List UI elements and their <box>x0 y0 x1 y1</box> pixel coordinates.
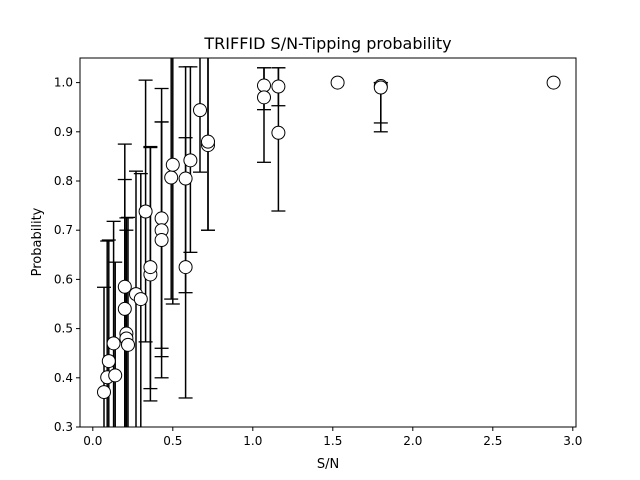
data-point <box>101 354 116 369</box>
x-tick-label: 0.5 <box>163 434 182 448</box>
y-tick-label: 0.6 <box>54 272 73 286</box>
plot-frame <box>79 57 577 428</box>
y-tick-label: 0.5 <box>54 322 73 336</box>
x-tick-label: 2.0 <box>403 434 422 448</box>
x-tick-label: 1.0 <box>243 434 262 448</box>
chart-title: TRIFFID S/N-Tipping probability <box>203 34 451 53</box>
data-point <box>271 125 286 140</box>
data-point <box>106 336 121 351</box>
data-point <box>117 279 132 294</box>
data-point <box>97 385 111 400</box>
y-tick-label: 0.3 <box>54 420 73 434</box>
data-point <box>117 301 132 316</box>
x-axis-ticks: 0.0 0.5 1.0 1.5 2.0 2.5 3.0 <box>83 427 582 448</box>
data-point <box>373 80 388 95</box>
y-tick-label: 0.8 <box>54 174 73 188</box>
data-point <box>183 153 198 168</box>
data-points <box>97 75 561 400</box>
data-point <box>193 103 207 118</box>
y-tick-label: 0.9 <box>54 125 73 139</box>
data-point <box>257 90 271 105</box>
y-axis-ticks: 0.3 0.4 0.5 0.6 0.7 0.8 0.9 1.0 <box>54 76 80 434</box>
x-tick-label: 0.0 <box>83 434 102 448</box>
data-point <box>164 170 179 185</box>
y-tick-label: 0.4 <box>54 371 73 385</box>
data-point <box>154 233 169 248</box>
error-bar <box>154 121 169 379</box>
y-axis-label: Probability <box>30 207 45 276</box>
x-axis-label: S/N <box>317 457 339 472</box>
data-point <box>154 211 169 226</box>
data-point <box>271 79 286 94</box>
data-point <box>133 292 148 307</box>
data-point <box>165 157 180 172</box>
x-tick-label: 1.5 <box>323 434 342 448</box>
data-point <box>143 260 158 275</box>
data-point <box>178 260 193 275</box>
x-tick-label: 3.0 <box>563 434 582 448</box>
y-tick-label: 1.0 <box>54 76 73 90</box>
data-point <box>201 134 215 149</box>
data-point <box>330 75 345 90</box>
data-point <box>178 171 193 186</box>
data-point <box>121 337 135 352</box>
error-bar <box>129 170 143 427</box>
y-tick-label: 0.7 <box>54 223 73 237</box>
data-point <box>546 75 561 90</box>
data-point <box>257 78 271 93</box>
x-tick-label: 2.5 <box>483 434 502 448</box>
data-point <box>138 204 153 219</box>
data-point <box>108 368 123 383</box>
